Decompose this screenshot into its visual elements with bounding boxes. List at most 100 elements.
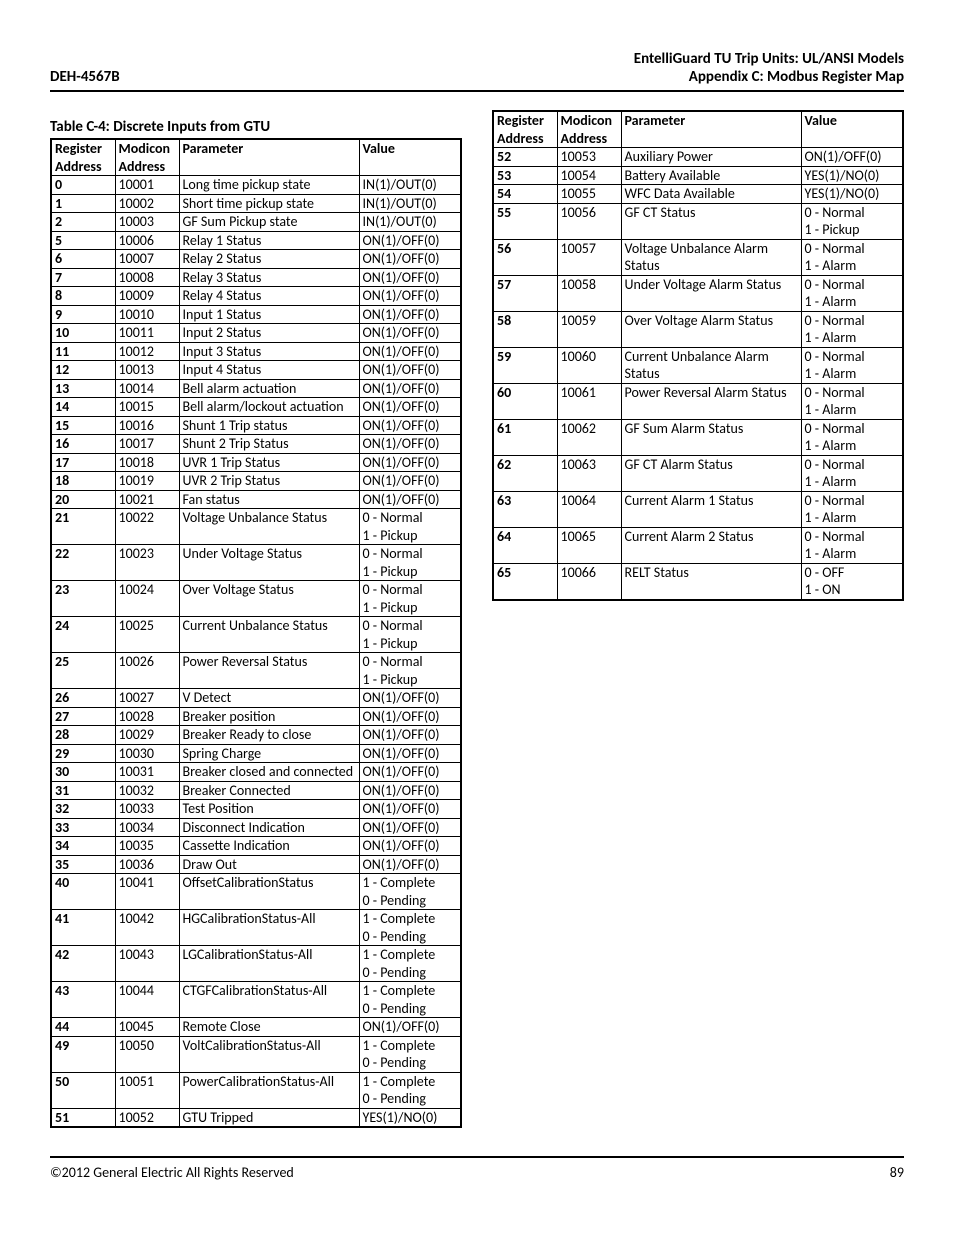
table-header-cell: Value bbox=[801, 111, 903, 148]
table-cell: 42 bbox=[51, 946, 115, 982]
table-cell: YES(1)/NO(0) bbox=[359, 1108, 461, 1127]
table-cell: ON(1)/OFF(0) bbox=[359, 726, 461, 745]
table-cell: 61 bbox=[493, 419, 557, 455]
table-cell: ON(1)/OFF(0) bbox=[359, 800, 461, 819]
table-row: 1610017Shunt 2 Trip StatusON(1)/OFF(0) bbox=[51, 435, 461, 454]
table-cell: 10013 bbox=[115, 361, 179, 380]
table-cell: 0 - Normal1 - Pickup bbox=[359, 581, 461, 617]
table-row: 110002Short time pickup stateIN(1)/OUT(0… bbox=[51, 194, 461, 213]
table-row: 5010051PowerCalibrationStatus-All1 - Com… bbox=[51, 1072, 461, 1108]
left-table-body: 010001Long time pickup stateIN(1)/OUT(0)… bbox=[51, 176, 461, 1128]
table-header-cell: ModiconAddress bbox=[557, 111, 621, 148]
table-row: 010001Long time pickup stateIN(1)/OUT(0) bbox=[51, 176, 461, 195]
table-cell: Bell alarm actuation bbox=[179, 379, 359, 398]
table-cell: ON(1)/OFF(0) bbox=[359, 250, 461, 269]
table-cell: 10042 bbox=[115, 910, 179, 946]
table-cell: ON(1)/OFF(0) bbox=[359, 763, 461, 782]
table-cell: 0 - Normal1 - Alarm bbox=[801, 491, 903, 527]
table-cell: 10063 bbox=[557, 455, 621, 491]
table-cell: ON(1)/OFF(0) bbox=[359, 744, 461, 763]
table-cell: Input 2 Status bbox=[179, 324, 359, 343]
right-table-head: RegisterAddressModiconAddressParameterVa… bbox=[493, 111, 903, 148]
table-cell: 0 - Normal1 - Alarm bbox=[801, 239, 903, 275]
table-row: 6510066RELT Status0 - OFF1 - ON bbox=[493, 563, 903, 600]
table-row: 2310024Over Voltage Status0 - Normal1 - … bbox=[51, 581, 461, 617]
table-cell: 55 bbox=[493, 203, 557, 239]
table-cell: 10053 bbox=[557, 148, 621, 167]
table-cell: 32 bbox=[51, 800, 115, 819]
table-cell: 29 bbox=[51, 744, 115, 763]
table-cell: Relay 4 Status bbox=[179, 287, 359, 306]
table-cell: 15 bbox=[51, 416, 115, 435]
table-cell: Auxiliary Power bbox=[621, 148, 801, 167]
table-cell: Current Alarm 2 Status bbox=[621, 527, 801, 563]
table-cell: 10058 bbox=[557, 275, 621, 311]
table-cell: 10010 bbox=[115, 305, 179, 324]
table-cell: GF CT Status bbox=[621, 203, 801, 239]
table-cell: 10032 bbox=[115, 781, 179, 800]
table-cell: Current Unbalance Status bbox=[179, 617, 359, 653]
table-cell: ON(1)/OFF(0) bbox=[359, 855, 461, 874]
table-cell: 10043 bbox=[115, 946, 179, 982]
table-cell: 0 - Normal1 - Alarm bbox=[801, 527, 903, 563]
table-row: 4410045Remote CloseON(1)/OFF(0) bbox=[51, 1018, 461, 1037]
table-cell: GF CT Alarm Status bbox=[621, 455, 801, 491]
table-cell: ON(1)/OFF(0) bbox=[359, 453, 461, 472]
table-cell: IN(1)/OUT(0) bbox=[359, 194, 461, 213]
table-row: 2610027V DetectON(1)/OFF(0) bbox=[51, 689, 461, 708]
right-column: RegisterAddressModiconAddressParameterVa… bbox=[492, 110, 904, 601]
table-cell: Spring Charge bbox=[179, 744, 359, 763]
table-cell: 1 - Complete0 - Pending bbox=[359, 1072, 461, 1108]
table-cell: 10062 bbox=[557, 419, 621, 455]
table-cell: 10025 bbox=[115, 617, 179, 653]
table-cell: Input 4 Status bbox=[179, 361, 359, 380]
table-cell: 10064 bbox=[557, 491, 621, 527]
table-cell: 17 bbox=[51, 453, 115, 472]
table-row: 4110042HGCalibrationStatus-All1 - Comple… bbox=[51, 910, 461, 946]
table-cell: 10033 bbox=[115, 800, 179, 819]
table-row: 4010041OffsetCalibrationStatus1 - Comple… bbox=[51, 874, 461, 910]
table-cell: 54 bbox=[493, 185, 557, 204]
table-cell: Battery Available bbox=[621, 166, 801, 185]
table-row: 2510026Power Reversal Status0 - Normal1 … bbox=[51, 653, 461, 689]
header-right: EntelliGuard TU Trip Units: UL/ANSI Mode… bbox=[634, 50, 904, 86]
table-cell: 60 bbox=[493, 383, 557, 419]
table-cell: OffsetCalibrationStatus bbox=[179, 874, 359, 910]
table-cell: ON(1)/OFF(0) bbox=[359, 287, 461, 306]
left-table: RegisterAddressModiconAddressParameterVa… bbox=[50, 138, 462, 1128]
table-header-cell: RegisterAddress bbox=[51, 139, 115, 176]
table-cell: 0 - Normal1 - Pickup bbox=[801, 203, 903, 239]
table-cell: UVR 2 Trip Status bbox=[179, 472, 359, 491]
table-cell: 25 bbox=[51, 653, 115, 689]
table-cell: 8 bbox=[51, 287, 115, 306]
table-row: 6310064Current Alarm 1 Status0 - Normal1… bbox=[493, 491, 903, 527]
table-cell: ON(1)/OFF(0) bbox=[359, 707, 461, 726]
table-cell: Long time pickup state bbox=[179, 176, 359, 195]
table-cell: 10059 bbox=[557, 311, 621, 347]
table-cell: 33 bbox=[51, 818, 115, 837]
table-cell: 10030 bbox=[115, 744, 179, 763]
table-cell: Breaker position bbox=[179, 707, 359, 726]
table-cell: ON(1)/OFF(0) bbox=[359, 416, 461, 435]
table-row: 1410015Bell alarm/lockout actuationON(1)… bbox=[51, 398, 461, 417]
table-cell: 43 bbox=[51, 982, 115, 1018]
table-cell: Under Voltage Status bbox=[179, 545, 359, 581]
table-cell: 28 bbox=[51, 726, 115, 745]
table-cell: 10023 bbox=[115, 545, 179, 581]
table-row: 6010061Power Reversal Alarm Status0 - No… bbox=[493, 383, 903, 419]
table-row: 2210023Under Voltage Status0 - Normal1 -… bbox=[51, 545, 461, 581]
table-cell: ON(1)/OFF(0) bbox=[359, 361, 461, 380]
table-cell: 10001 bbox=[115, 176, 179, 195]
table-cell: 20 bbox=[51, 490, 115, 509]
table-cell: 10011 bbox=[115, 324, 179, 343]
table-cell: 10015 bbox=[115, 398, 179, 417]
table-cell: Breaker Ready to close bbox=[179, 726, 359, 745]
table-row: 4310044CTGFCalibrationStatus-All1 - Comp… bbox=[51, 982, 461, 1018]
table-cell: 10061 bbox=[557, 383, 621, 419]
content-columns: Table C-4: Discrete Inputs from GTU Regi… bbox=[50, 110, 904, 1128]
table-row: 510006Relay 1 StatusON(1)/OFF(0) bbox=[51, 231, 461, 250]
table-cell: 65 bbox=[493, 563, 557, 600]
table-row: 2710028Breaker positionON(1)/OFF(0) bbox=[51, 707, 461, 726]
table-cell: CTGFCalibrationStatus-All bbox=[179, 982, 359, 1018]
table-cell: 1 - Complete0 - Pending bbox=[359, 946, 461, 982]
